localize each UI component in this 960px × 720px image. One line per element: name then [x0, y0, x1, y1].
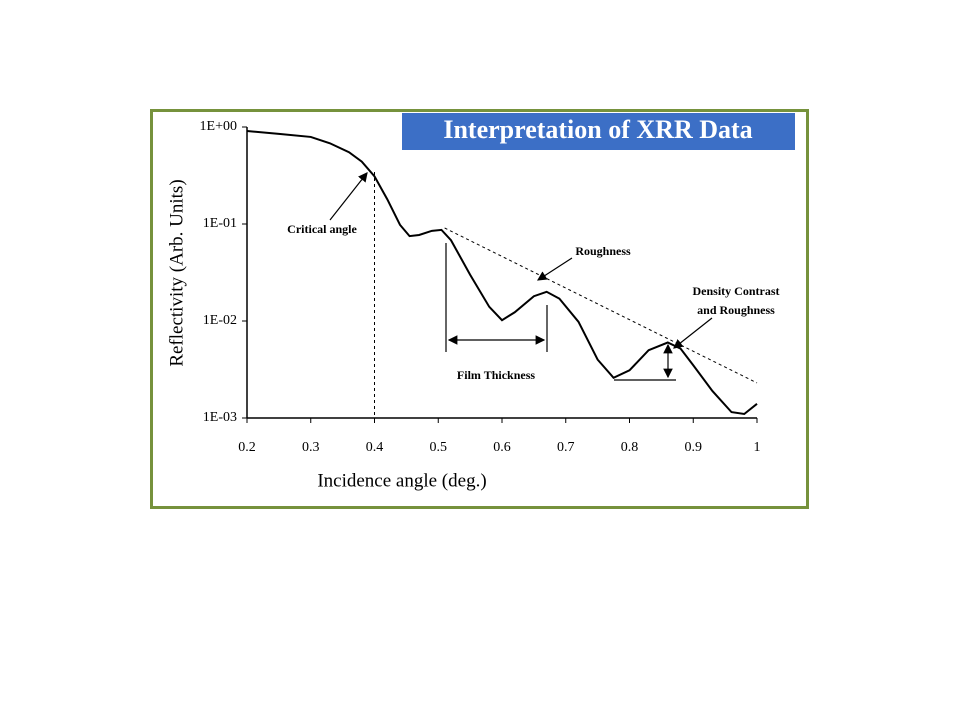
x-tick-label: 0.7 — [557, 440, 575, 455]
x-tick-label: 0.2 — [238, 440, 256, 455]
frame — [150, 109, 809, 509]
annotation: and Roughness — [697, 303, 775, 317]
x-tick-label: 0.9 — [685, 440, 703, 455]
x-tick-label: 0.3 — [302, 440, 320, 455]
annotation: Film Thickness — [457, 368, 535, 382]
y-tick-label: 1E-02 — [203, 313, 237, 328]
x-tick-label: 0.8 — [621, 440, 639, 455]
y-tick-label: 1E-01 — [203, 216, 237, 231]
y-tick-label: 1E-03 — [203, 410, 237, 425]
chart-title: Interpretation of XRR Data — [443, 115, 752, 144]
x-tick-label: 0.5 — [430, 440, 448, 455]
y-tick-label: 1E+00 — [200, 119, 237, 134]
annotation: Roughness — [575, 244, 631, 258]
title-banner — [402, 113, 795, 150]
x-tick-label: 0.4 — [366, 440, 384, 455]
annotation: Critical angle — [287, 222, 357, 236]
annotation: Density Contrast — [693, 284, 780, 298]
x-tick-label: 0.6 — [493, 440, 511, 455]
data-line — [246, 129, 758, 416]
x-tick-label: 1 — [754, 440, 761, 455]
roughness-line — [444, 227, 758, 384]
annotation-graphics — [329, 172, 713, 381]
y-axis-label: Reflectivity (Arb. Units) — [166, 179, 187, 366]
x-axis-label: Incidence angle (deg.) — [317, 470, 486, 491]
